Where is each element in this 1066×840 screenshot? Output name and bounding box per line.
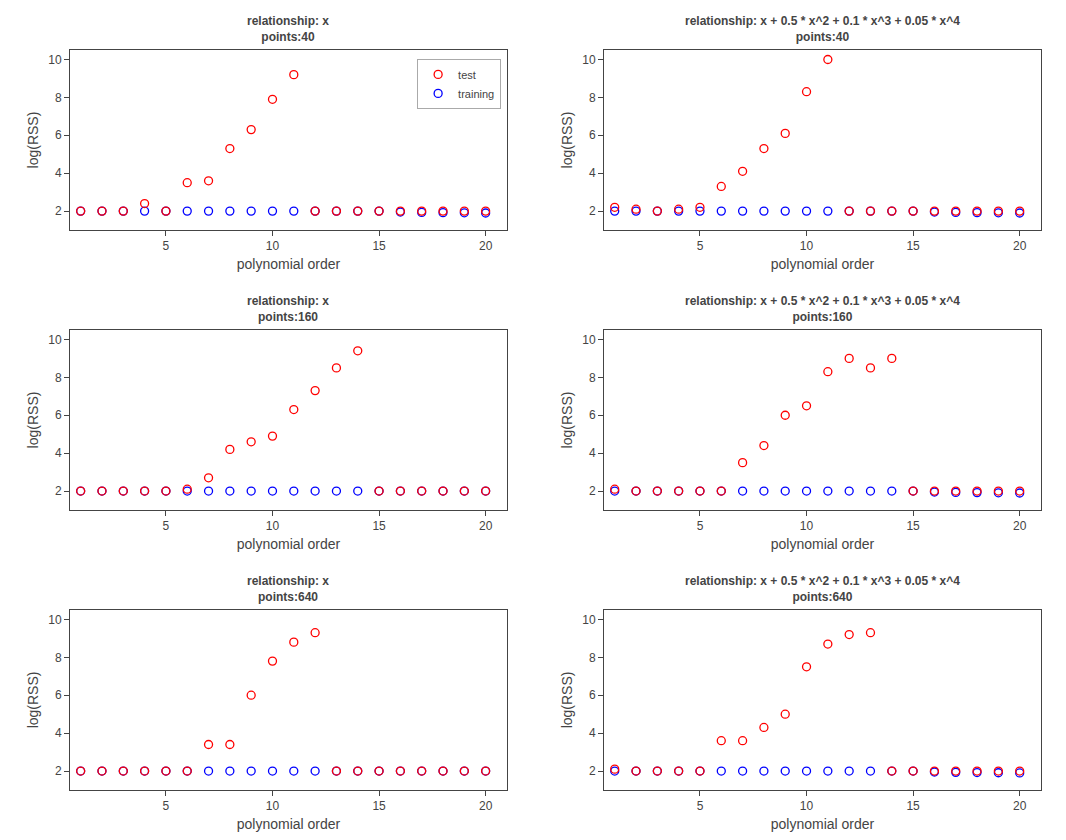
svg-text:10: 10 [48, 53, 62, 67]
svg-text:relationship: xpoints:160: relationship: xpoints:160 [247, 294, 329, 324]
svg-text:4: 4 [55, 446, 62, 460]
svg-text:8: 8 [589, 371, 596, 385]
svg-text:8: 8 [55, 91, 62, 105]
svg-text:training: training [458, 88, 494, 100]
svg-text:2: 2 [589, 204, 596, 218]
svg-text:20: 20 [1013, 519, 1027, 533]
svg-text:15: 15 [372, 239, 386, 253]
svg-text:polynomial order: polynomial order [237, 256, 341, 272]
svg-text:log(RSS): log(RSS) [25, 112, 41, 169]
svg-text:10: 10 [48, 333, 62, 347]
svg-text:4: 4 [589, 726, 596, 740]
svg-text:4: 4 [55, 166, 62, 180]
svg-text:2: 2 [589, 764, 596, 778]
svg-text:8: 8 [55, 371, 62, 385]
svg-text:10: 10 [582, 333, 596, 347]
svg-text:10: 10 [800, 239, 814, 253]
svg-text:20: 20 [1013, 239, 1027, 253]
svg-text:6: 6 [55, 408, 62, 422]
svg-text:8: 8 [589, 91, 596, 105]
svg-text:20: 20 [479, 799, 493, 813]
svg-text:4: 4 [55, 726, 62, 740]
svg-text:polynomial order: polynomial order [771, 256, 875, 272]
svg-text:relationship: x + 0.5 * x^2 +: relationship: x + 0.5 * x^2 + 0.1 * x^3 … [685, 574, 960, 604]
svg-text:2: 2 [55, 484, 62, 498]
svg-text:20: 20 [479, 519, 493, 533]
svg-text:10: 10 [800, 799, 814, 813]
svg-text:15: 15 [906, 519, 920, 533]
svg-text:test: test [458, 69, 476, 81]
svg-text:15: 15 [372, 799, 386, 813]
svg-text:10: 10 [48, 613, 62, 627]
svg-text:15: 15 [906, 239, 920, 253]
svg-text:log(RSS): log(RSS) [25, 672, 41, 729]
svg-text:5: 5 [163, 519, 170, 533]
svg-text:6: 6 [55, 688, 62, 702]
svg-text:5: 5 [697, 239, 704, 253]
svg-text:20: 20 [479, 239, 493, 253]
svg-text:6: 6 [589, 128, 596, 142]
svg-text:6: 6 [589, 408, 596, 422]
svg-text:relationship: x + 0.5 * x^2 +: relationship: x + 0.5 * x^2 + 0.1 * x^3 … [685, 14, 960, 44]
svg-text:10: 10 [582, 53, 596, 67]
svg-text:10: 10 [582, 613, 596, 627]
svg-text:relationship: xpoints:40: relationship: xpoints:40 [247, 14, 329, 44]
svg-text:polynomial order: polynomial order [771, 816, 875, 832]
svg-text:5: 5 [697, 519, 704, 533]
svg-text:2: 2 [589, 484, 596, 498]
svg-text:10: 10 [266, 519, 280, 533]
svg-text:2: 2 [55, 204, 62, 218]
svg-text:10: 10 [266, 239, 280, 253]
svg-text:6: 6 [589, 688, 596, 702]
svg-text:log(RSS): log(RSS) [25, 392, 41, 449]
svg-text:8: 8 [589, 651, 596, 665]
svg-text:6: 6 [55, 128, 62, 142]
svg-text:8: 8 [55, 651, 62, 665]
svg-text:log(RSS): log(RSS) [559, 112, 575, 169]
svg-text:polynomial order: polynomial order [771, 536, 875, 552]
svg-text:5: 5 [163, 239, 170, 253]
svg-text:15: 15 [372, 519, 386, 533]
svg-text:10: 10 [800, 519, 814, 533]
svg-text:polynomial order: polynomial order [237, 536, 341, 552]
svg-text:20: 20 [1013, 799, 1027, 813]
svg-text:relationship: x + 0.5 * x^2 +: relationship: x + 0.5 * x^2 + 0.1 * x^3 … [685, 294, 960, 324]
svg-text:log(RSS): log(RSS) [559, 672, 575, 729]
svg-text:5: 5 [163, 799, 170, 813]
svg-text:4: 4 [589, 166, 596, 180]
svg-text:15: 15 [906, 799, 920, 813]
svg-text:relationship: xpoints:640: relationship: xpoints:640 [247, 574, 329, 604]
svg-text:polynomial order: polynomial order [237, 816, 341, 832]
svg-text:4: 4 [589, 446, 596, 460]
svg-text:log(RSS): log(RSS) [559, 392, 575, 449]
svg-text:10: 10 [266, 799, 280, 813]
svg-text:5: 5 [697, 799, 704, 813]
svg-text:2: 2 [55, 764, 62, 778]
